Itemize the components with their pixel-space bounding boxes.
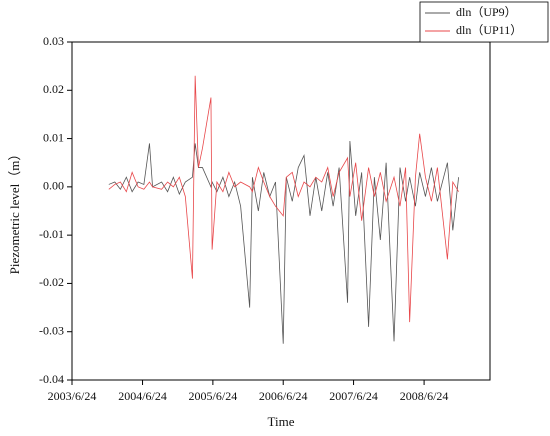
legend-label: dln（UP9）	[456, 5, 517, 19]
y-axis-title: Piezometric level（m）	[7, 148, 22, 275]
y-tick-label: 0.03	[43, 34, 64, 48]
x-axis-title: Time	[268, 414, 295, 429]
y-tick-label: -0.03	[39, 323, 64, 337]
x-tick-label: 2007/6/24	[329, 389, 378, 403]
plot-frame	[71, 41, 491, 381]
x-tick-label: 2005/6/24	[189, 389, 238, 403]
y-tick-label: -0.04	[39, 372, 64, 386]
y-tick-label: -0.02	[39, 275, 64, 289]
x-tick-label: 2008/6/24	[400, 389, 449, 403]
series-line	[108, 140, 459, 344]
y-tick-label: 0.01	[43, 130, 64, 144]
legend-label: dln（UP11）	[456, 23, 522, 37]
y-tick-label: -0.01	[39, 227, 64, 241]
legend-box	[419, 1, 549, 43]
series-line	[108, 75, 459, 323]
x-tick-label: 2003/6/24	[48, 389, 97, 403]
y-tick-label: 0.00	[43, 179, 64, 193]
x-tick-label: 2004/6/24	[118, 389, 167, 403]
x-tick-label: 2006/6/24	[259, 389, 308, 403]
y-tick-label: 0.02	[43, 82, 64, 96]
